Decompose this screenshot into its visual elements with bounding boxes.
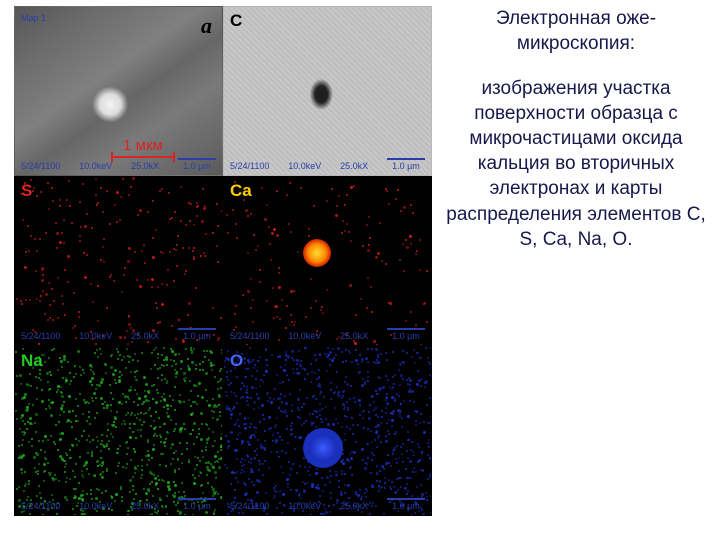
footer-mag: 25.0kX bbox=[340, 501, 368, 511]
footer-scalebar: 1.0 µm bbox=[387, 158, 425, 171]
panel-footer: 5/24/1100 10.0keV 25.0kX 1.0 µm bbox=[15, 498, 222, 511]
footer-mag: 25.0kX bbox=[131, 331, 159, 341]
footer-id: 5/24/1100 bbox=[21, 331, 60, 341]
map-note: Map 1 bbox=[21, 13, 46, 23]
footer-scalebar: 1.0 µm bbox=[178, 328, 216, 341]
panel-label-o: O bbox=[230, 351, 243, 371]
footer-scalebar: 1.0 µm bbox=[387, 498, 425, 511]
panel-c: C 5/24/1100 10.0keV 25.0kX 1.0 µm bbox=[223, 6, 432, 176]
scalebar-label: 1.0 µm bbox=[392, 501, 420, 511]
noise-layer-o bbox=[224, 347, 431, 515]
footer-id: 5/24/1100 bbox=[230, 161, 269, 171]
scalebar-label: 1.0 µm bbox=[392, 161, 420, 171]
panel-label-c: C bbox=[230, 11, 242, 31]
footer-kv: 10.0keV bbox=[288, 501, 321, 511]
footer-mag: 25.0kX bbox=[340, 161, 368, 171]
footer-kv: 10.0keV bbox=[79, 331, 112, 341]
panel-na: Na 5/24/1100 10.0keV 25.0kX 1.0 µm bbox=[14, 346, 223, 516]
footer-kv: 10.0keV bbox=[288, 331, 321, 341]
micron-bar bbox=[111, 156, 175, 158]
footer-mag: 25.0kX bbox=[131, 501, 159, 511]
footer-kv: 10.0keV bbox=[79, 161, 112, 171]
footer-scalebar: 1.0 µm bbox=[178, 498, 216, 511]
panel-sem: Map 1 a 1 мкм 5/24/1100 10.0keV 25.0kX 1… bbox=[14, 6, 223, 176]
microscopy-figure-grid: Map 1 a 1 мкм 5/24/1100 10.0keV 25.0kX 1… bbox=[14, 6, 432, 516]
footer-id: 5/24/1100 bbox=[230, 331, 269, 341]
figure-caption: Электронная оже-микроскопия: изображения… bbox=[446, 6, 706, 252]
panel-footer: 5/24/1100 10.0keV 25.0kX 1.0 µm bbox=[224, 158, 431, 171]
footer-kv: 10.0keV bbox=[79, 501, 112, 511]
panel-s: S 5/24/1100 10.0keV 25.0kX 1.0 µm bbox=[14, 176, 223, 346]
panel-ca: Ca 5/24/1100 10.0keV 25.0kX 1.0 µm bbox=[223, 176, 432, 346]
scalebar-label: 1.0 µm bbox=[183, 161, 211, 171]
panel-footer: 5/24/1100 10.0keV 25.0kX 1.0 µm bbox=[224, 328, 431, 341]
panel-footer: 5/24/1100 10.0keV 25.0kX 1.0 µm bbox=[15, 328, 222, 341]
micron-scale-marker: 1 мкм bbox=[111, 137, 175, 158]
footer-id: 5/24/1100 bbox=[21, 161, 60, 171]
caption-body: изображения участка поверхности образца … bbox=[446, 76, 706, 252]
panel-o: O 5/24/1100 10.0keV 25.0kX 1.0 µm bbox=[223, 346, 432, 516]
footer-mag: 25.0kX bbox=[340, 331, 368, 341]
footer-kv: 10.0keV bbox=[288, 161, 321, 171]
footer-id: 5/24/1100 bbox=[230, 501, 269, 511]
footer-id: 5/24/1100 bbox=[21, 501, 60, 511]
panel-footer: 5/24/1100 10.0keV 25.0kX 1.0 µm bbox=[224, 498, 431, 511]
panel-label-ca: Ca bbox=[230, 181, 252, 201]
footer-scalebar: 1.0 µm bbox=[387, 328, 425, 341]
noise-layer-na bbox=[15, 347, 222, 515]
footer-scalebar: 1.0 µm bbox=[178, 158, 216, 171]
scalebar-label: 1.0 µm bbox=[183, 501, 211, 511]
footer-mag: 25.0kX bbox=[131, 161, 159, 171]
noise-layer-ca bbox=[224, 177, 431, 345]
caption-title: Электронная оже-микроскопия: bbox=[446, 6, 706, 56]
panel-label-na: Na bbox=[21, 351, 43, 371]
panel-label-a: a bbox=[201, 13, 212, 39]
panel-label-s: S bbox=[21, 181, 32, 201]
scalebar-label: 1.0 µm bbox=[183, 331, 211, 341]
micron-label: 1 мкм bbox=[123, 137, 163, 154]
panel-footer: 5/24/1100 10.0keV 25.0kX 1.0 µm bbox=[15, 158, 222, 171]
scalebar-label: 1.0 µm bbox=[392, 331, 420, 341]
noise-layer-s bbox=[15, 177, 222, 345]
